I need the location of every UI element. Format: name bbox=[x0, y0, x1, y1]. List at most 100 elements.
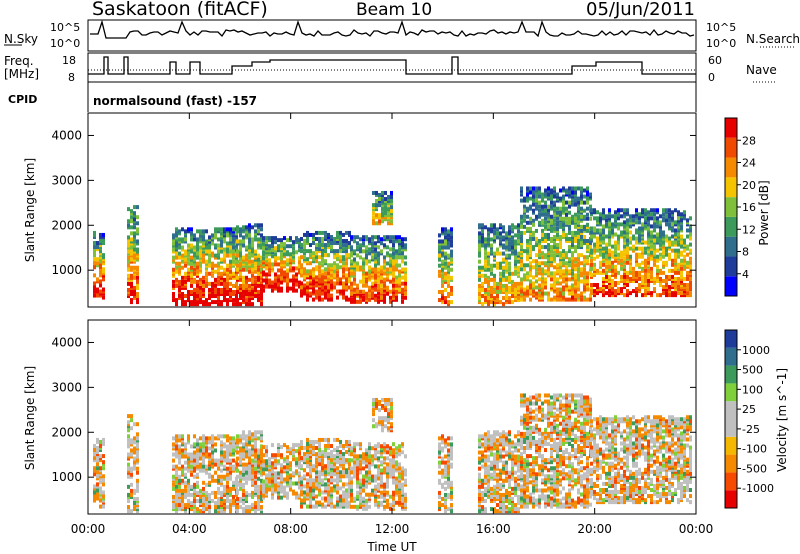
heatmap-cell bbox=[353, 273, 356, 278]
heatmap-cell bbox=[392, 241, 395, 246]
heatmap-cell bbox=[205, 503, 208, 508]
heatmap-cell bbox=[532, 194, 535, 199]
heatmap-cell bbox=[318, 480, 321, 485]
heatmap-cell bbox=[286, 481, 289, 486]
heatmap-cell bbox=[450, 253, 453, 258]
heatmap-cell bbox=[260, 482, 263, 487]
heatmap-cell bbox=[298, 455, 301, 460]
heatmap-cell bbox=[683, 266, 686, 271]
heatmap-cell bbox=[574, 218, 577, 223]
heatmap-cell bbox=[365, 295, 368, 300]
heatmap-cell bbox=[514, 247, 517, 252]
heatmap-cell bbox=[632, 278, 635, 283]
heatmap-cell bbox=[175, 454, 178, 459]
heatmap-cell bbox=[490, 265, 493, 270]
heatmap-cell bbox=[187, 492, 190, 497]
heatmap-cell bbox=[559, 198, 562, 203]
heatmap-cell bbox=[130, 253, 133, 258]
heatmap-cell bbox=[336, 236, 339, 241]
heatmap-cell bbox=[254, 460, 257, 465]
heatmap-cell bbox=[484, 294, 487, 299]
heatmap-cell bbox=[257, 498, 260, 503]
heatmap-cell bbox=[226, 253, 229, 258]
heatmap-cell bbox=[187, 488, 190, 493]
heatmap-cell bbox=[226, 300, 229, 305]
heatmap-cell bbox=[133, 446, 136, 451]
heatmap-cell bbox=[102, 232, 105, 237]
heatmap-cell bbox=[96, 243, 99, 248]
heatmap-cell bbox=[568, 216, 571, 221]
heatmap-cell bbox=[248, 223, 251, 228]
heatmap-cell bbox=[242, 462, 245, 467]
heatmap-cell bbox=[220, 239, 223, 244]
heatmap-cell bbox=[553, 265, 556, 270]
heatmap-cell bbox=[447, 261, 450, 266]
heatmap-cell bbox=[647, 260, 650, 265]
heatmap-cell bbox=[248, 241, 251, 246]
heatmap-cell bbox=[248, 509, 251, 514]
heatmap-cell bbox=[641, 254, 644, 259]
heatmap-cell bbox=[345, 277, 348, 282]
heatmap-cell bbox=[205, 466, 208, 471]
heatmap-cell bbox=[257, 496, 260, 501]
heatmap-cell bbox=[653, 222, 656, 227]
heatmap-cell bbox=[257, 271, 260, 276]
heatmap-cell bbox=[508, 296, 511, 301]
heatmap-cell bbox=[318, 277, 321, 282]
heatmap-cell bbox=[236, 285, 239, 290]
heatmap-cell bbox=[375, 213, 378, 218]
heatmap-cell bbox=[562, 253, 565, 258]
heatmap-cell bbox=[686, 264, 689, 269]
heatmap-cell bbox=[599, 270, 602, 275]
heatmap-cell bbox=[599, 240, 602, 245]
heatmap-cell bbox=[447, 229, 450, 234]
heatmap-cell bbox=[532, 222, 535, 227]
heatmap-cell bbox=[265, 254, 268, 259]
heatmap-cell bbox=[556, 245, 559, 250]
heatmap-cell bbox=[99, 251, 102, 256]
heatmap-cell bbox=[217, 275, 220, 280]
heatmap-cell bbox=[526, 186, 529, 191]
heatmap-cell bbox=[484, 245, 487, 250]
heatmap-cell bbox=[535, 186, 538, 191]
heatmap-cell bbox=[283, 278, 286, 283]
heatmap-cell bbox=[608, 252, 611, 257]
heatmap-cell bbox=[229, 448, 232, 453]
heatmap-cell bbox=[644, 289, 647, 294]
heatmap-cell bbox=[235, 294, 238, 299]
heatmap-cell bbox=[262, 461, 265, 466]
heatmap-cell bbox=[493, 289, 496, 294]
heatmap-cell bbox=[487, 291, 490, 296]
heatmap-cell bbox=[541, 206, 544, 211]
heatmap-cell bbox=[321, 462, 324, 467]
heatmap-cell bbox=[535, 267, 538, 272]
heatmap-cell bbox=[327, 480, 330, 485]
heatmap-cell bbox=[260, 436, 263, 441]
heatmap-cell bbox=[260, 450, 263, 455]
heatmap-cell bbox=[638, 264, 641, 269]
heatmap-cell bbox=[683, 262, 686, 267]
heatmap-cell bbox=[196, 265, 199, 270]
heatmap-cell bbox=[318, 297, 321, 302]
heatmap-cell bbox=[286, 495, 289, 500]
heatmap-cell bbox=[647, 240, 650, 245]
heatmap-cell bbox=[493, 225, 496, 230]
heatmap-cell bbox=[136, 251, 139, 256]
heatmap-cell bbox=[508, 277, 511, 282]
heatmap-cell bbox=[586, 192, 589, 197]
heatmap-cell bbox=[271, 443, 274, 448]
heatmap-cell bbox=[677, 280, 680, 285]
heatmap-cell bbox=[487, 233, 490, 238]
heatmap-cell bbox=[214, 470, 217, 475]
heatmap-cell bbox=[133, 259, 136, 264]
heatmap-cell bbox=[614, 218, 617, 223]
heatmap-cell bbox=[202, 231, 205, 236]
heatmap-cell bbox=[374, 293, 377, 298]
heatmap-cell bbox=[136, 231, 139, 236]
heatmap-cell bbox=[127, 470, 130, 475]
heatmap-cell bbox=[208, 462, 211, 467]
heatmap-cell bbox=[365, 275, 368, 280]
heatmap-cell bbox=[330, 287, 333, 292]
heatmap-cell bbox=[318, 239, 321, 244]
heatmap-cell bbox=[559, 212, 562, 217]
